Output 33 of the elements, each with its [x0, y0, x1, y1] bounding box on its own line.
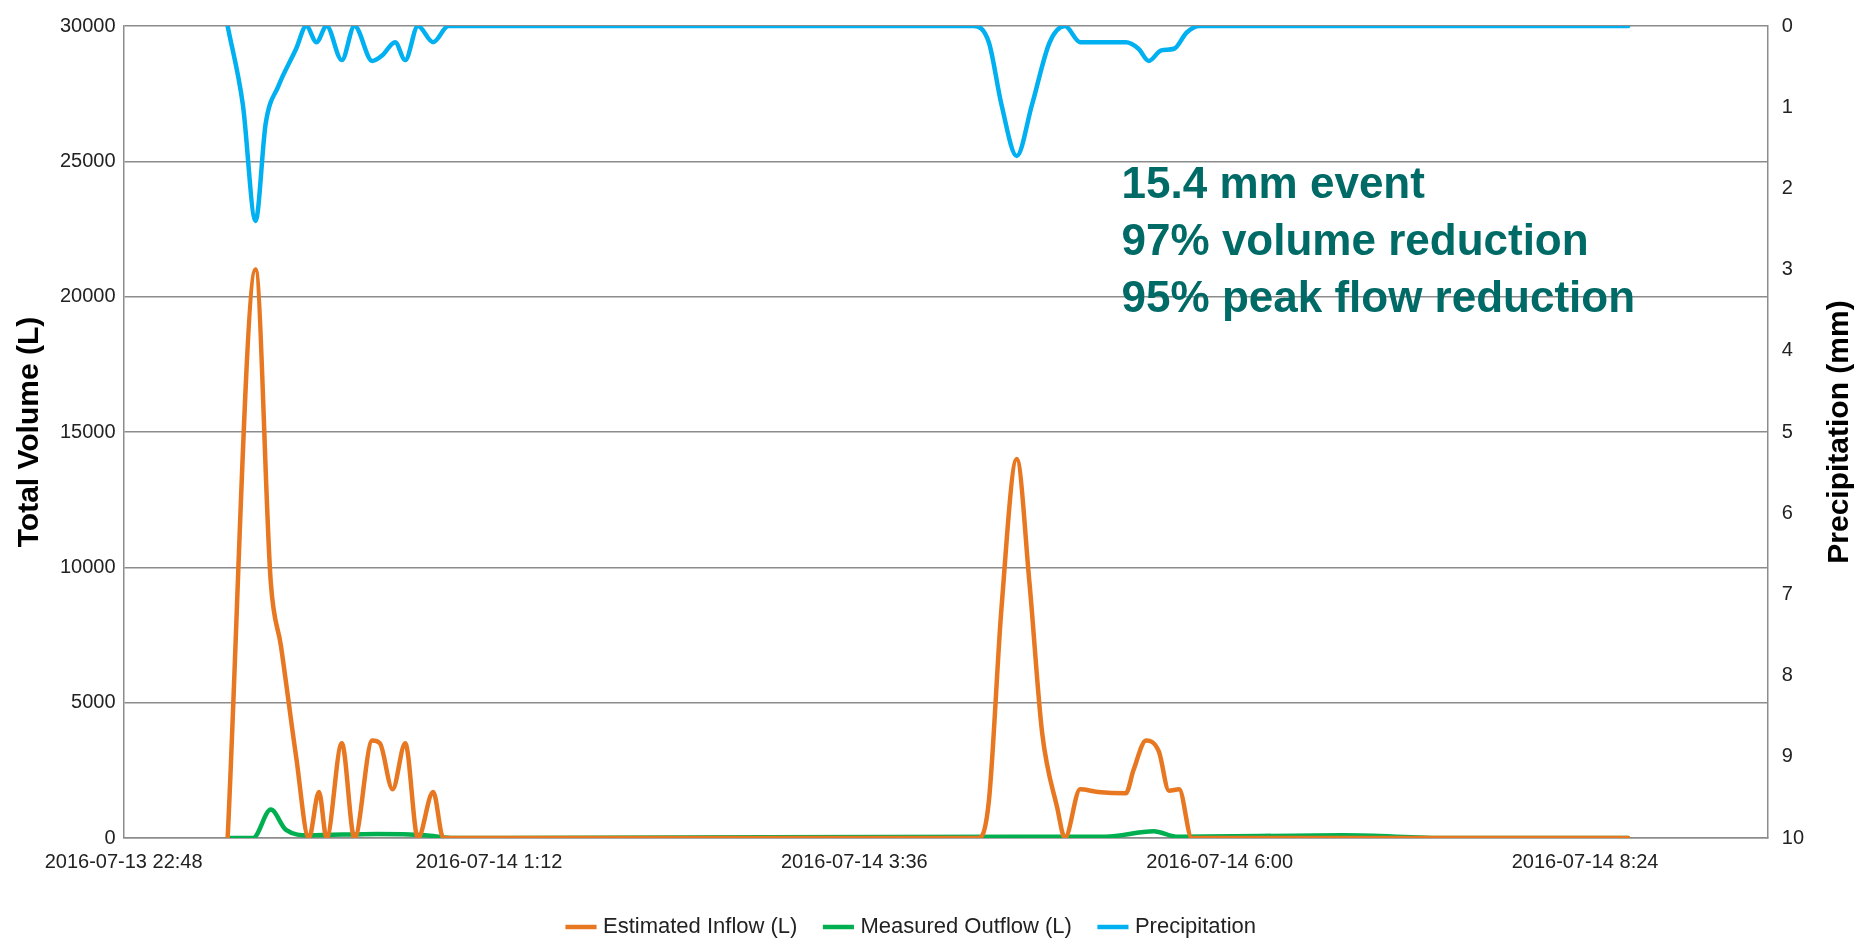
y-tick-label: 0	[104, 825, 116, 848]
y-tick-label: 5000	[71, 690, 116, 713]
y2-tick-label: 4	[1781, 338, 1793, 361]
y2-axis-title: Precipitation (mm)	[1821, 300, 1855, 564]
y-tick-label: 15000	[59, 419, 116, 442]
y2-tick-label: 0	[1781, 13, 1793, 36]
annotation: 97% volume reduction	[1121, 215, 1589, 265]
legend-label: Estimated Inflow (L)	[603, 913, 798, 939]
y-axis-title: Total Volume (L)	[11, 316, 45, 548]
y2-tick-label: 5	[1781, 419, 1793, 442]
y-tick-label: 30000	[59, 13, 116, 36]
y2-tick-label: 1	[1781, 94, 1793, 117]
y-tick-label: 25000	[59, 148, 116, 171]
x-tick-label: 2016-07-14 3:36	[780, 849, 928, 872]
y2-tick-label: 6	[1781, 500, 1793, 523]
annotation: 95% peak flow reduction	[1121, 272, 1636, 322]
y2-tick-label: 8	[1781, 663, 1793, 686]
x-tick-label: 2016-07-14 1:12	[415, 849, 563, 872]
y-tick-label: 20000	[59, 284, 116, 307]
x-tick-label: 2016-07-14 8:24	[1511, 849, 1659, 872]
y-tick-label: 10000	[59, 554, 116, 577]
x-tick-label: 2016-07-14 6:00	[1146, 849, 1294, 872]
x-tick-label: 2016-07-13 22:48	[44, 849, 203, 872]
y2-tick-label: 9	[1781, 744, 1793, 767]
y2-tick-label: 10	[1781, 825, 1804, 848]
y2-tick-label: 2	[1781, 175, 1793, 198]
line-series	[225, 26, 1631, 224]
annotation: 15.4 mm event	[1121, 158, 1426, 208]
legend-label: Measured Outflow (L)	[860, 913, 1072, 939]
line-series	[225, 267, 1631, 838]
y2-tick-label: 7	[1781, 581, 1793, 604]
y2-tick-label: 3	[1781, 257, 1793, 280]
legend-label: Precipitation	[1134, 913, 1257, 939]
